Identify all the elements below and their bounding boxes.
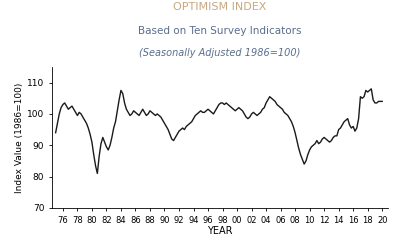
Text: OPTIMISM INDEX: OPTIMISM INDEX (173, 2, 267, 12)
Y-axis label: Index Value (1986=100): Index Value (1986=100) (15, 82, 24, 193)
X-axis label: YEAR: YEAR (207, 226, 233, 236)
Text: Based on Ten Survey Indicators: Based on Ten Survey Indicators (138, 26, 302, 36)
Text: (Seasonally Adjusted 1986=100): (Seasonally Adjusted 1986=100) (139, 48, 301, 58)
